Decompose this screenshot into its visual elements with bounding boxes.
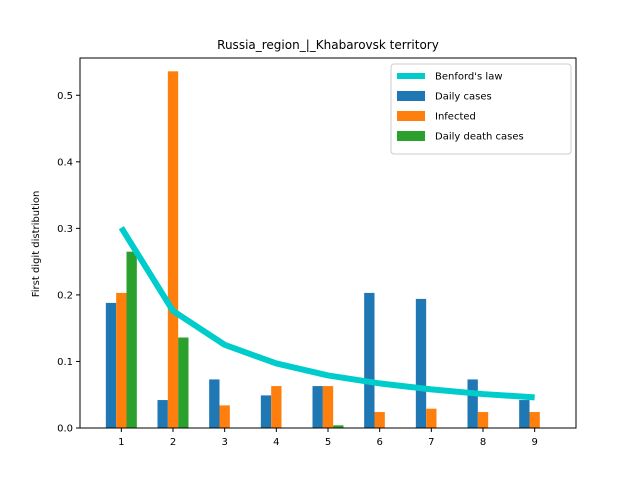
bar-daily-death-cases-1: [126, 251, 137, 428]
bar-infected-7: [426, 408, 437, 428]
bar-daily-cases-6: [364, 292, 375, 428]
y-tick-label-0: 0.0: [57, 424, 73, 435]
bar-daily-death-cases-5: [333, 425, 344, 428]
y-tick-label-1: 0.1: [57, 357, 73, 368]
bar-daily-cases-5: [312, 386, 323, 428]
legend-label-benford: Benford's law: [435, 72, 503, 83]
bar-daily-cases-3: [209, 379, 220, 428]
benford-line-layer: [118, 226, 535, 401]
y-tick-label-5: 0.5: [57, 91, 73, 102]
legend: Benford's law Daily cases Infected Daily de…: [390, 63, 572, 155]
x-tick-label-7: 7: [428, 437, 434, 448]
axes: 1 2 3 4 5 6 7 8 9 0.0 0.1 0.2 0.3 0.4 0.5: [57, 57, 577, 448]
legend-swatch-infected: [397, 111, 425, 121]
y-tick-label-2: 0.2: [57, 290, 73, 301]
bar-daily-cases-4: [260, 395, 272, 428]
bar-infected-3: [219, 405, 230, 428]
x-tick-label-3: 3: [221, 437, 227, 448]
y-tick-label-3: 0.3: [57, 224, 73, 235]
legend-swatch-daily-death-cases: [397, 131, 425, 141]
bar-infected-1: [116, 292, 127, 428]
legend-label-daily-death-cases: Daily death cases: [435, 132, 524, 143]
bar-infected-6: [374, 412, 385, 428]
y-axis-label: First digit distribution: [31, 191, 42, 298]
bar-infected-8: [477, 412, 489, 428]
bar-daily-cases-7: [415, 298, 427, 428]
x-tick-label-1: 1: [118, 437, 124, 448]
bar-daily-death-cases-2: [178, 337, 189, 428]
bar-daily-cases-2: [157, 400, 168, 428]
y-tick-label-4: 0.4: [57, 157, 73, 168]
bar-daily-cases-1: [105, 302, 117, 428]
bar-infected-9: [529, 412, 540, 428]
bar-marks: [105, 71, 540, 428]
x-tick-label-5: 5: [325, 437, 331, 448]
bar-infected-4: [271, 386, 282, 428]
legend-swatch-daily-cases: [397, 91, 425, 101]
bar-infected-2: [167, 71, 179, 428]
legend-box: [390, 63, 572, 155]
bar-daily-cases-9: [519, 400, 530, 428]
legend-label-infected: Infected: [435, 112, 476, 123]
x-tick-label-9: 9: [531, 437, 537, 448]
legend-label-daily-cases: Daily cases: [435, 92, 492, 103]
bar-daily-cases-8: [467, 379, 478, 428]
chart-title: Russia_region_|_Khabarovsk territory: [217, 38, 439, 52]
x-tick-label-6: 6: [376, 437, 382, 448]
x-tick-label-2: 2: [170, 437, 176, 448]
benford-line: [118, 226, 535, 401]
x-tick-label-8: 8: [480, 437, 486, 448]
bar-infected-5: [322, 386, 334, 428]
x-tick-label-4: 4: [273, 437, 279, 448]
